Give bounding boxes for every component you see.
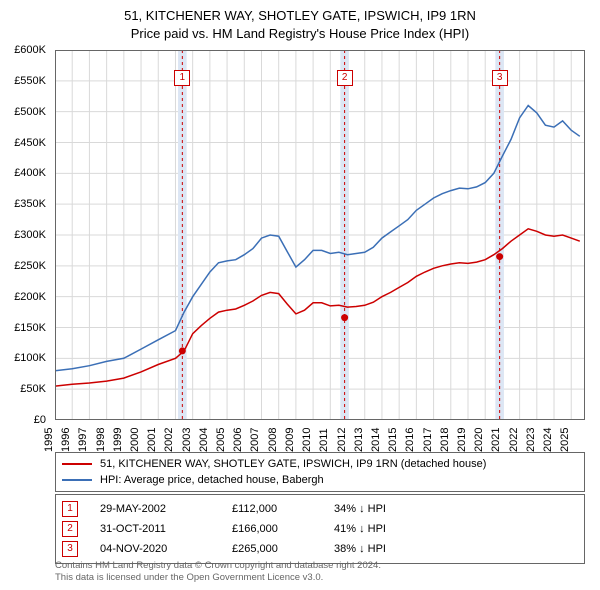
event-delta: 38% ↓ HPI (334, 539, 386, 559)
event-row: 1 29-MAY-2002 £112,000 34% ↓ HPI (62, 499, 578, 519)
event-date: 04-NOV-2020 (100, 539, 210, 559)
y-tick-label: £150K (0, 322, 50, 334)
event-number: 2 (62, 521, 78, 537)
x-tick-label: 2025 (559, 428, 600, 452)
y-tick-label: £550K (0, 75, 50, 87)
event-row: 2 31-OCT-2011 £166,000 41% ↓ HPI (62, 519, 578, 539)
y-tick-label: £50K (0, 383, 50, 395)
event-price: £265,000 (232, 539, 312, 559)
legend: 51, KITCHENER WAY, SHOTLEY GATE, IPSWICH… (55, 452, 585, 492)
footer-line-2: This data is licensed under the Open Gov… (55, 572, 585, 584)
legend-label: 51, KITCHENER WAY, SHOTLEY GATE, IPSWICH… (100, 456, 486, 472)
y-tick-label: £200K (0, 291, 50, 303)
legend-swatch (62, 463, 92, 465)
footer: Contains HM Land Registry data © Crown c… (55, 560, 585, 584)
event-number: 3 (62, 541, 78, 557)
y-tick-label: £0 (0, 414, 50, 426)
y-tick-label: £450K (0, 137, 50, 149)
y-tick-label: £250K (0, 260, 50, 272)
event-price: £112,000 (232, 499, 312, 519)
event-row: 3 04-NOV-2020 £265,000 38% ↓ HPI (62, 539, 578, 559)
legend-row: 51, KITCHENER WAY, SHOTLEY GATE, IPSWICH… (62, 456, 578, 472)
legend-row: HPI: Average price, detached house, Babe… (62, 472, 578, 488)
event-marker-2: 2 (337, 70, 353, 86)
title-line-2: Price paid vs. HM Land Registry's House … (0, 26, 600, 41)
chart-svg (55, 50, 585, 420)
y-tick-label: £100K (0, 352, 50, 364)
event-number: 1 (62, 501, 78, 517)
event-delta: 34% ↓ HPI (334, 499, 386, 519)
events-table: 1 29-MAY-2002 £112,000 34% ↓ HPI 2 31-OCT-201… (55, 494, 585, 564)
y-tick-label: £300K (0, 229, 50, 241)
y-tick-label: £600K (0, 44, 50, 56)
y-tick-label: £350K (0, 198, 50, 210)
y-tick-label: £400K (0, 167, 50, 179)
legend-swatch (62, 479, 92, 481)
event-date: 31-OCT-2011 (100, 519, 210, 539)
event-marker-1: 1 (174, 70, 190, 86)
event-date: 29-MAY-2002 (100, 499, 210, 519)
event-price: £166,000 (232, 519, 312, 539)
legend-label: HPI: Average price, detached house, Babe… (100, 472, 324, 488)
y-tick-label: £500K (0, 106, 50, 118)
footer-line-1: Contains HM Land Registry data © Crown c… (55, 560, 585, 572)
figure-root: 51, KITCHENER WAY, SHOTLEY GATE, IPSWICH… (0, 0, 600, 590)
event-marker-3: 3 (492, 70, 508, 86)
chart-plot-area (55, 50, 585, 420)
event-delta: 41% ↓ HPI (334, 519, 386, 539)
title-line-1: 51, KITCHENER WAY, SHOTLEY GATE, IPSWICH… (0, 8, 600, 23)
